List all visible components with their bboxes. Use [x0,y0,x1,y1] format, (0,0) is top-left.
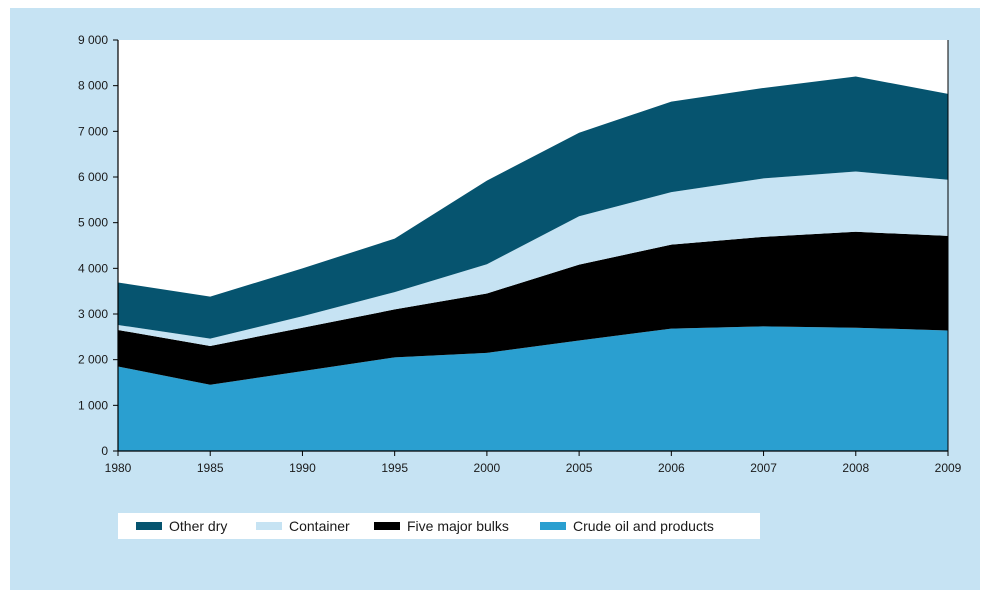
legend-label-container: Container [289,518,350,534]
legend-swatch-other-dry [136,522,162,530]
x-tick-label: 1985 [197,461,224,475]
area-crude-oil-and-products [118,326,948,451]
y-tick-label: 8 000 [78,79,108,93]
x-tick-label: 2007 [750,461,777,475]
x-tick-label: 2009 [935,461,962,475]
y-tick-label: 3 000 [78,307,108,321]
y-tick-label: 1 000 [78,398,108,412]
x-tick-label: 2005 [566,461,593,475]
legend: Other dry Container Five major bulks Crude … [118,513,760,539]
x-tick-label: 1980 [105,461,132,475]
y-tick-label: 2 000 [78,353,108,367]
x-tick-label: 2000 [474,461,501,475]
axes-layer: 0 1 000 2 000 3 000 4 000 5 000 6 000 7 000 8 00… [78,33,962,475]
x-tick-label: 2008 [842,461,869,475]
y-tick-label: 7 000 [78,124,108,138]
legend-label-crude-oil-and-products: Crude oil and products [573,518,714,534]
x-tick-label: 1990 [289,461,316,475]
legend-box [118,513,760,539]
y-tick-label: 9 000 [78,33,108,47]
legend-swatch-crude-oil-and-products [540,522,566,530]
legend-swatch-container [256,522,282,530]
areas-layer [118,40,948,451]
area-container [118,171,948,346]
legend-label-other-dry: Other dry [169,518,227,534]
y-tick-label: 6 000 [78,170,108,184]
y-tick-label: 0 [101,444,108,458]
legend-label-five-major-bulks: Five major bulks [407,518,509,534]
area-other-dry [118,76,948,339]
x-tick-label: 2006 [658,461,685,475]
y-tick-label: 4 000 [78,261,108,275]
x-tick-label: 1995 [381,461,408,475]
y-tick-label: 5 000 [78,216,108,230]
legend-swatch-five-major-bulks [374,522,400,530]
area-five-major-bulks [118,231,948,385]
